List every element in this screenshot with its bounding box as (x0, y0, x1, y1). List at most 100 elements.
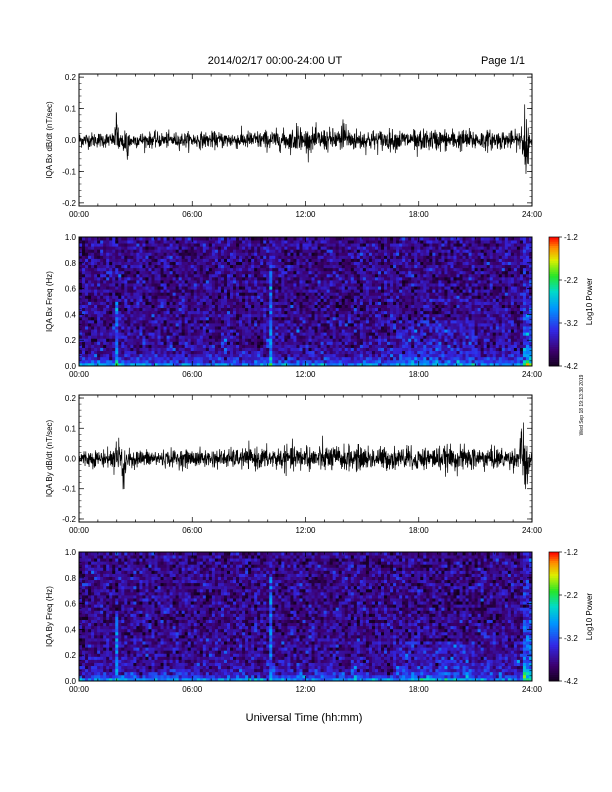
spectrogram-cell (387, 240, 391, 244)
spectrogram-cell (121, 335, 125, 339)
spectrogram-cell (94, 301, 98, 305)
spectrogram-cell (133, 270, 137, 275)
spectrogram-cell (338, 255, 343, 259)
spectrogram-cell (284, 341, 288, 345)
spectrogram-cell (353, 283, 358, 287)
spectrogram-cell (359, 353, 364, 358)
spectrogram-cell (353, 332, 358, 336)
spectrogram-cell (299, 350, 303, 355)
spectrogram-cell (115, 335, 119, 339)
spectrogram-cell (353, 329, 358, 333)
spectrogram-cell (356, 243, 361, 247)
spectrogram-cell (359, 276, 364, 281)
spectrogram-cell (157, 280, 161, 284)
spectrogram-cell (396, 319, 400, 324)
spectrogram-cell (236, 237, 240, 241)
spectrogram-cell (299, 332, 303, 336)
spectrogram-cell (399, 304, 403, 309)
spectrogram-cell (329, 307, 334, 312)
spectrogram-cell (396, 338, 400, 342)
spectrogram-cell (214, 316, 219, 321)
spectrogram-cell (85, 249, 89, 253)
spectrogram-cell (308, 344, 312, 348)
spectrogram-cell (308, 356, 312, 361)
spectrogram-cell (420, 292, 424, 296)
spectrogram-cell (151, 246, 155, 250)
spectrogram-cell (88, 240, 92, 244)
spectrogram-cell (233, 338, 237, 342)
spectrogram-cell (124, 298, 128, 302)
spectrogram-cell (121, 255, 125, 259)
spectrogram-cell (417, 270, 421, 275)
spectrogram-cell (136, 252, 140, 256)
spectrogram-cell (317, 304, 321, 309)
spectrogram-cell (79, 347, 83, 352)
spectrogram-cell (151, 304, 155, 309)
spectrogram-cell (420, 273, 424, 278)
spectrogram-cell (275, 270, 279, 275)
spectrogram-cell (302, 319, 306, 324)
spectrogram-cell (245, 301, 249, 305)
spectrogram-cell (272, 292, 276, 296)
spectrogram-cell (196, 249, 201, 253)
spectrogram-cell (121, 350, 125, 355)
spectrogram-cell (97, 329, 101, 333)
spectrogram-cell (257, 307, 261, 312)
spectrogram-cell (317, 301, 321, 305)
spectrogram-cell (426, 237, 430, 241)
spectrogram-cell (181, 273, 186, 278)
spectrogram-cell (332, 335, 337, 339)
spectrogram-cell (88, 319, 92, 324)
spectrogram-cell (251, 252, 255, 256)
spectrogram-cell (109, 362, 113, 367)
spectrogram-cell (236, 329, 240, 333)
spectrogram-cell (408, 286, 412, 290)
spectrogram-cell (157, 237, 161, 241)
spectrogram-cell (226, 283, 231, 287)
y-tick-label: 0.1 (65, 105, 77, 114)
spectrogram-cell (326, 267, 331, 272)
spectrogram-cell (88, 350, 92, 355)
spectrogram-cell (396, 356, 400, 361)
spectrogram-cell (103, 240, 107, 244)
spectrogram-cell (187, 304, 192, 309)
spectrogram-cell (329, 350, 334, 355)
spectrogram-cell (118, 326, 122, 330)
spectrogram-cell (263, 286, 267, 290)
spectrogram-cell (242, 292, 246, 296)
spectrogram-cell (94, 353, 98, 358)
spectrogram-cell (374, 255, 379, 259)
spectrogram-cell (142, 319, 146, 324)
spectrogram-cell (169, 261, 174, 266)
spectrogram-cell (178, 237, 183, 241)
spectrogram-cell (190, 298, 195, 302)
spectrogram-cell (411, 313, 415, 318)
spectrogram-cell (266, 258, 270, 262)
spectrogram-cell (124, 295, 128, 299)
spectrogram-cell (417, 338, 421, 342)
spectrogram-cell (220, 246, 225, 250)
spectrogram-cell (278, 313, 282, 318)
spectrogram-cell (202, 240, 207, 244)
spectrogram-cell (211, 258, 216, 262)
spectrogram-cell (263, 270, 267, 275)
spectrogram-cell (272, 329, 276, 333)
spectrogram-cell (223, 295, 228, 299)
spectrogram-cell (202, 261, 207, 266)
spectrogram-cell (233, 240, 237, 244)
spectrogram-cell (423, 264, 427, 269)
spectrogram-cell (127, 326, 131, 330)
spectrogram-cell (269, 307, 273, 312)
spectrogram-cell (142, 332, 146, 336)
spectrogram-cell (365, 319, 370, 324)
spectrogram-cell (411, 283, 415, 287)
spectrogram-cell (417, 289, 421, 293)
spectrogram-cell (399, 319, 403, 324)
spectrogram-cell (338, 252, 343, 256)
spectrogram-cell (112, 283, 116, 287)
spectrogram-cell (347, 252, 352, 256)
spectrogram-cell (368, 347, 373, 352)
spectrogram-cell (88, 292, 92, 296)
spectrogram-cell (278, 292, 282, 296)
spectrogram-cell (85, 304, 89, 309)
